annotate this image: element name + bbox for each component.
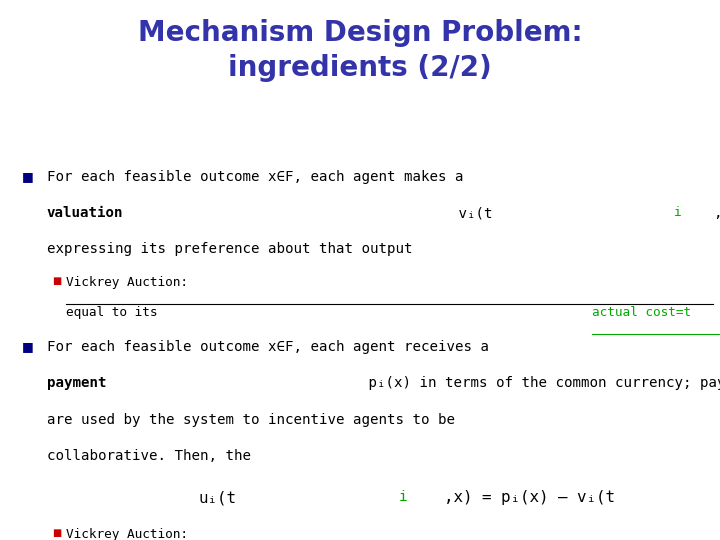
- Text: ■: ■: [22, 340, 33, 353]
- Text: Vickrey Auction:: Vickrey Auction:: [66, 276, 188, 289]
- Text: i: i: [674, 206, 682, 219]
- Text: pᵢ(x) in terms of the common currency; payments: pᵢ(x) in terms of the common currency; p…: [361, 376, 720, 390]
- Text: ,x) (in terms of some common currency),: ,x) (in terms of some common currency),: [714, 206, 720, 220]
- Text: equal to its: equal to its: [66, 306, 166, 319]
- Text: For each feasible outcome x∈F, each agent receives a: For each feasible outcome x∈F, each agen…: [47, 340, 489, 354]
- Text: payment: payment: [47, 376, 107, 390]
- Text: For each feasible outcome x∈F, each agent makes a: For each feasible outcome x∈F, each agen…: [47, 170, 463, 184]
- Text: expressing its preference about that output: expressing its preference about that out…: [47, 242, 413, 256]
- Text: actual cost=t: actual cost=t: [592, 306, 690, 319]
- Text: ,x) = pᵢ(x) – vᵢ(t: ,x) = pᵢ(x) – vᵢ(t: [444, 490, 615, 505]
- Text: are used by the system to incentive agents to be: are used by the system to incentive agen…: [47, 413, 455, 427]
- Text: uᵢ(t: uᵢ(t: [198, 490, 236, 505]
- Text: vᵢ(t: vᵢ(t: [450, 206, 492, 220]
- Text: valuation: valuation: [47, 206, 123, 220]
- Text: ■: ■: [52, 276, 61, 286]
- Text: collaborative. Then, the: collaborative. Then, the: [47, 449, 259, 463]
- Text: Mechanism Design Problem:
ingredients (2/2): Mechanism Design Problem: ingredients (2…: [138, 19, 582, 82]
- Text: If agent’s cost for the job is: If agent’s cost for the job is: [713, 528, 720, 540]
- Text: If agent i wins the auction then its valuation is: If agent i wins the auction then its val…: [713, 276, 720, 289]
- Text: ■: ■: [52, 528, 61, 538]
- Text: Vickrey Auction:: Vickrey Auction:: [66, 528, 188, 540]
- Text: ■: ■: [22, 170, 33, 183]
- Text: i: i: [398, 490, 407, 504]
